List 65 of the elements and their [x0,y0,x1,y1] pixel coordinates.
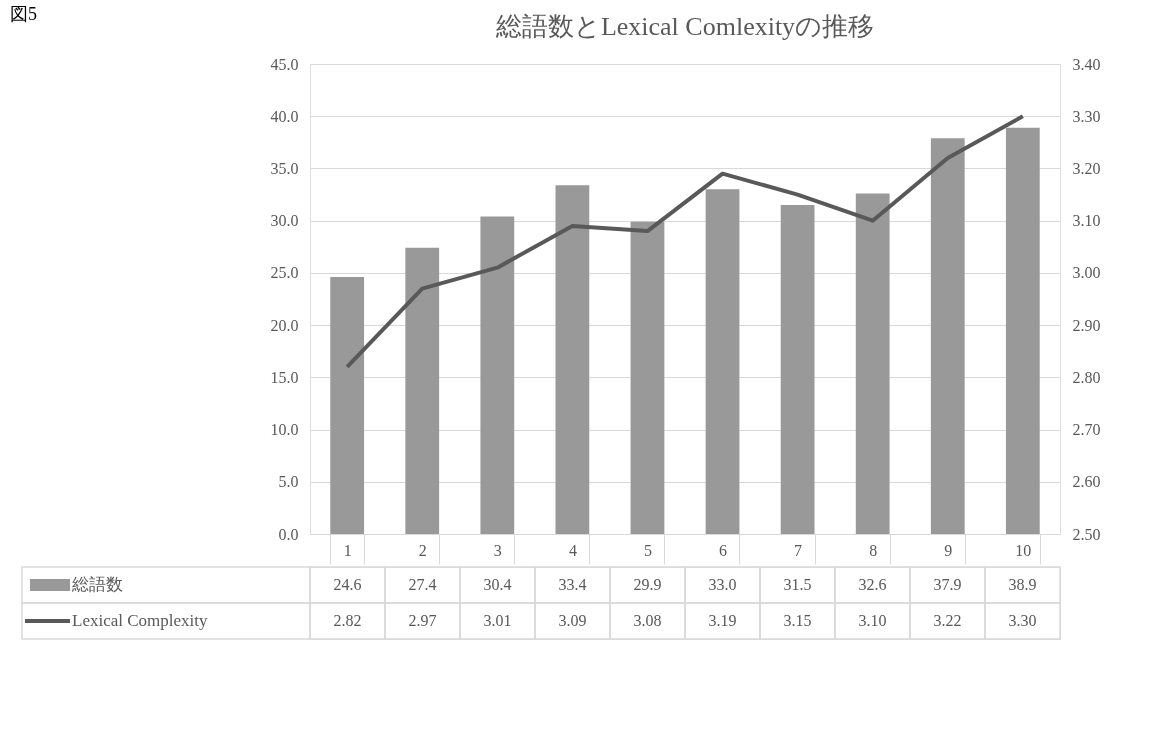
y2-tick-label: 2.90 [1072,316,1101,334]
y-tick-label: 40.0 [270,107,299,125]
y-tick-label: 30.0 [270,212,299,230]
bar [705,189,740,534]
data-label: 3.19 [708,612,737,629]
bar [780,205,815,534]
y2-tick-label: 2.60 [1072,473,1101,491]
y-tick-label: 35.0 [270,159,299,177]
x-tick-label: 1 [343,541,352,559]
chart-title: 総語数とLexical Comlexityの推移 [494,12,875,41]
x-tick-label: 3 [493,541,502,559]
x-tick-label: 8 [869,541,878,559]
data-label: 3.30 [1008,612,1037,629]
x-tick-label: 2 [418,541,427,559]
bar [930,138,965,534]
y-tick-label: 10.0 [270,421,299,439]
data-label: 33.4 [558,576,587,593]
bar [405,247,440,534]
y-tick-label: 15.0 [270,368,299,386]
data-label: 27.4 [408,576,437,593]
bar [480,216,515,534]
data-label: 38.9 [1008,576,1037,593]
data-label: 3.15 [783,612,812,629]
y2-tick-label: 3.10 [1072,212,1101,230]
x-tick-label: 6 [719,541,728,559]
data-label: 31.5 [783,576,812,593]
data-label: 3.22 [933,612,962,629]
line-series [345,114,1025,369]
x-tick-label: 4 [568,541,577,559]
y2-tick-label: 3.00 [1072,264,1101,282]
data-label: 3.10 [858,612,887,629]
y-tick-label: 25.0 [270,264,299,282]
x-tick-label: 5 [643,541,652,559]
y2-tick-label: 3.40 [1072,55,1101,73]
data-label: 3.01 [483,612,512,629]
caption: 図5 [10,3,37,24]
data-label: 3.09 [558,612,587,629]
data-label: 2.82 [333,612,362,629]
y2-tick-label: 2.70 [1072,421,1101,439]
x-tick-label: 7 [794,541,803,559]
data-label: 32.6 [858,576,887,593]
x-tick-label: 9 [944,541,953,559]
legend-label: 総語数 [71,575,123,594]
data-label: 33.0 [708,576,737,593]
y-tick-label: 0.0 [278,525,299,543]
y2-tick-label: 3.30 [1072,107,1101,125]
x-tick-label: 10 [1015,541,1032,559]
bar [1005,127,1040,534]
y-tick-label: 5.0 [278,473,299,491]
data-label: 37.9 [933,576,962,593]
data-label: 2.97 [408,612,437,629]
data-label: 30.4 [483,576,512,593]
y2-tick-label: 2.50 [1072,525,1101,543]
data-label: 24.6 [333,576,362,593]
y2-tick-label: 3.20 [1072,159,1101,177]
y2-tick-label: 2.80 [1072,368,1101,386]
bar [330,277,365,534]
legend-label: Lexical Complexity [72,611,208,630]
data-label: 29.9 [633,576,662,593]
bar [630,221,665,534]
y-tick-label: 45.0 [270,55,299,73]
bar [855,193,890,534]
y-tick-label: 20.0 [270,316,299,334]
bar [555,185,590,534]
data-label: 3.08 [633,612,662,629]
